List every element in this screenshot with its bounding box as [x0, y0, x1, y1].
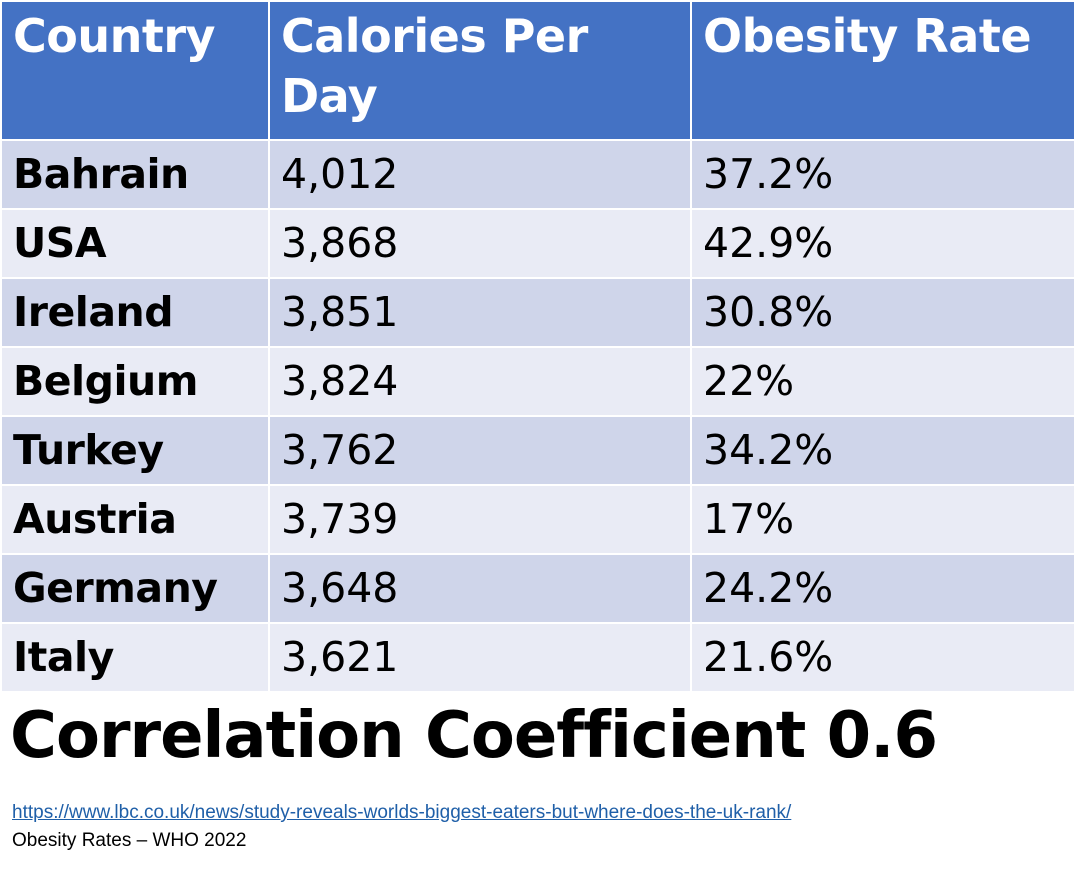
calories-cell: 3,851 [268, 277, 692, 348]
header-calories-per-day: Calories Per Day [268, 0, 692, 141]
source-link[interactable]: https://www.lbc.co.uk/news/study-reveals… [12, 802, 792, 823]
source-link-line: https://www.lbc.co.uk/news/study-reveals… [12, 800, 791, 826]
obesity-cell: 37.2% [690, 139, 1076, 210]
country-cell: Belgium [0, 346, 270, 417]
country-cell: Bahrain [0, 139, 270, 210]
obesity-cell: 30.8% [690, 277, 1076, 348]
obesity-cell: 34.2% [690, 415, 1076, 486]
source-note: Obesity Rates – WHO 2022 [12, 830, 247, 851]
table-row: Italy 3,621 21.6% [0, 622, 1076, 693]
table-row: Germany 3,648 24.2% [0, 553, 1076, 624]
calories-cell: 3,868 [268, 208, 692, 279]
header-obesity-rate: Obesity Rate [690, 0, 1076, 141]
table-row: Belgium 3,824 22% [0, 346, 1076, 417]
calories-cell: 3,762 [268, 415, 692, 486]
country-cell: Austria [0, 484, 270, 555]
header-country: Country [0, 0, 270, 141]
calories-cell: 3,824 [268, 346, 692, 417]
table-header-row: Country Calories Per Day Obesity Rate [0, 0, 1076, 141]
obesity-cell: 22% [690, 346, 1076, 417]
country-cell: USA [0, 208, 270, 279]
calories-obesity-table: Country Calories Per Day Obesity Rate Ba… [0, 0, 1076, 693]
country-cell: Ireland [0, 277, 270, 348]
calories-cell: 3,648 [268, 553, 692, 624]
obesity-cell: 21.6% [690, 622, 1076, 693]
calories-cell: 3,621 [268, 622, 692, 693]
table-row: Turkey 3,762 34.2% [0, 415, 1076, 486]
table-row: Ireland 3,851 30.8% [0, 277, 1076, 348]
obesity-cell: 17% [690, 484, 1076, 555]
correlation-coefficient-heading: Correlation Coefficient 0.6 [10, 699, 938, 773]
country-cell: Italy [0, 622, 270, 693]
calories-cell: 4,012 [268, 139, 692, 210]
table-row: USA 3,868 42.9% [0, 208, 1076, 279]
country-cell: Turkey [0, 415, 270, 486]
calories-cell: 3,739 [268, 484, 692, 555]
table-row: Austria 3,739 17% [0, 484, 1076, 555]
obesity-cell: 24.2% [690, 553, 1076, 624]
table-row: Bahrain 4,012 37.2% [0, 139, 1076, 210]
obesity-cell: 42.9% [690, 208, 1076, 279]
country-cell: Germany [0, 553, 270, 624]
